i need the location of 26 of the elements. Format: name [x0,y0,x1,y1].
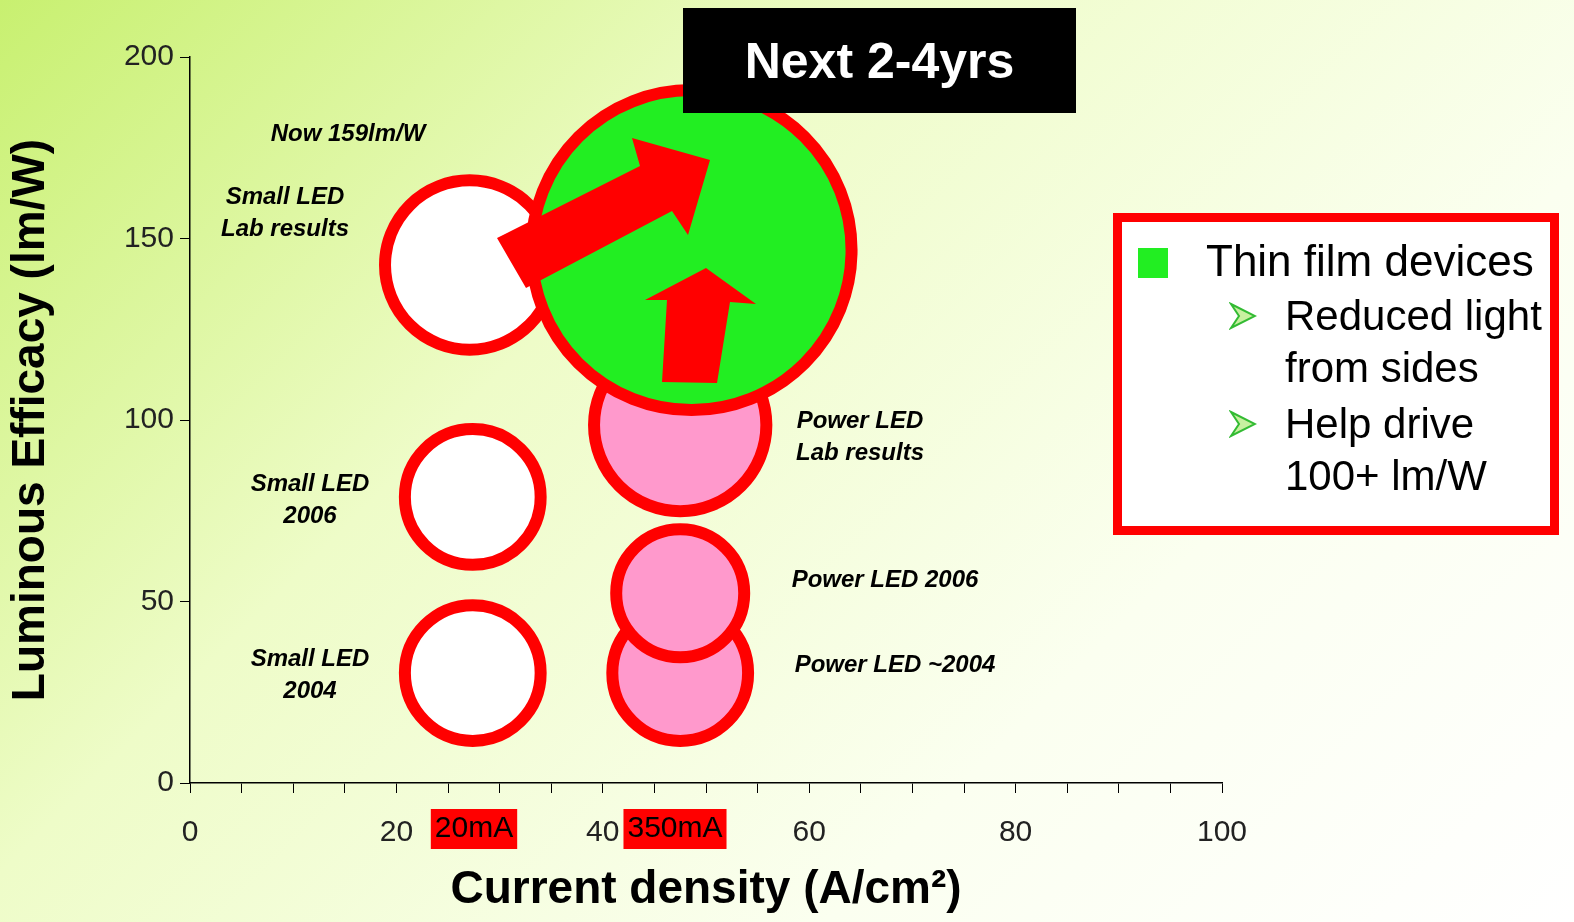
annotation: Small LED 2004 [250,643,370,703]
y-tick-label: 200 [123,38,174,72]
y-tick-label: 0 [157,764,174,798]
y-tick-label: 100 [123,401,174,435]
text: Reduced light from sides [1285,291,1542,393]
annotation: Now 159lm/W [270,118,428,146]
x-tick-label: 0 [181,814,199,848]
x-axis-title: Current density (A/cm²) [450,861,962,914]
x-tick-label: 80 [998,814,1033,848]
text: 350mA [627,810,723,844]
text: Help drive 100+ lm/W [1285,399,1487,501]
annotation: Power LED Lab results [795,405,925,465]
legend-label: Thin film devices [1206,236,1534,286]
x-tick-label: 40 [586,814,620,848]
y-tick-label: 50 [140,582,174,616]
y-axis-title: Luminous Efficacy (lm/W) [2,138,55,702]
chart-title: Next 2-4yrs [683,8,1076,113]
annotation: Power LED 2006 [791,564,980,592]
annotation: Small LED 2006 [250,468,370,528]
x-tick-label: 100 [1196,814,1248,848]
y-tick-label: 150 [123,219,174,253]
text: 20mA [434,810,514,844]
annotation: Small LED Lab results [220,181,350,241]
annotation: Power LED ~2004 [794,649,996,677]
x-tick-label: 60 [792,814,826,848]
x-tick-label: 20 [379,814,414,848]
